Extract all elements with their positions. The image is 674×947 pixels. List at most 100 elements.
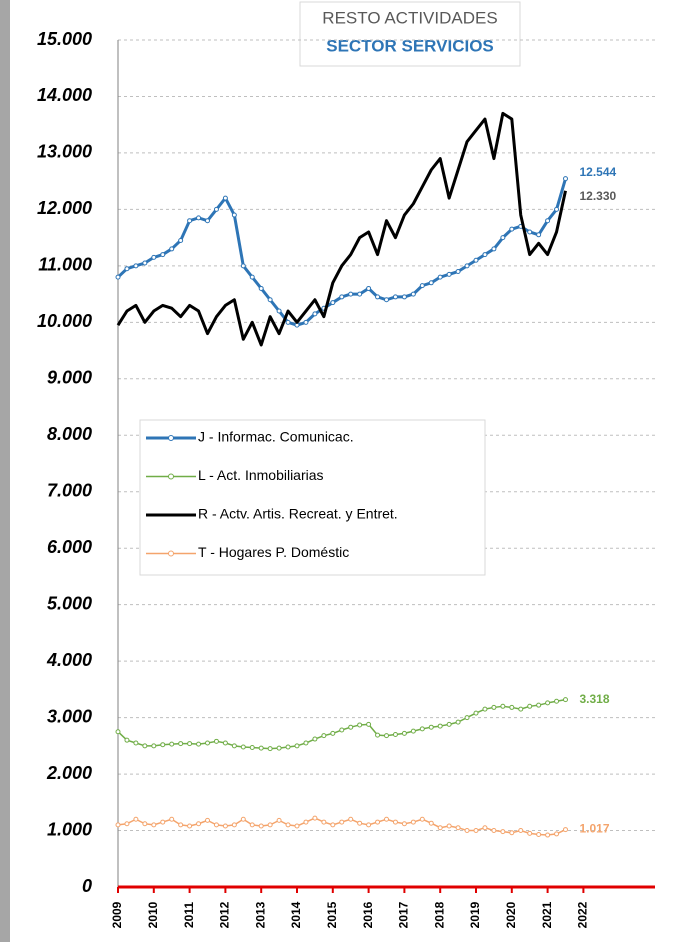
point <box>258 745 264 751</box>
point <box>240 744 246 750</box>
point <box>357 291 363 297</box>
point <box>249 745 255 751</box>
point <box>455 825 461 831</box>
y-tick-label: 5.000 <box>47 593 92 613</box>
point <box>339 727 345 733</box>
point <box>527 703 533 709</box>
point <box>321 733 327 739</box>
x-tick-label: 2011 <box>182 902 196 928</box>
point <box>527 830 533 836</box>
point <box>294 823 300 829</box>
point <box>196 741 202 747</box>
point <box>213 738 219 744</box>
point <box>222 740 228 746</box>
point <box>231 212 237 218</box>
y-tick-label: 14.000 <box>37 85 92 105</box>
point <box>178 237 184 243</box>
point <box>545 700 551 706</box>
point <box>249 822 255 828</box>
point <box>419 726 425 732</box>
point <box>536 232 542 238</box>
point <box>285 744 291 750</box>
legend-marker <box>168 550 174 557</box>
point <box>187 218 193 224</box>
point <box>366 822 372 828</box>
point <box>384 297 389 303</box>
point <box>213 206 219 212</box>
point <box>222 195 228 201</box>
point <box>187 823 193 829</box>
point <box>536 702 542 708</box>
point <box>339 819 345 825</box>
value-label: 3.318 <box>580 692 610 706</box>
x-tick-label: 2019 <box>468 901 482 928</box>
y-tick-label: 12.000 <box>37 198 92 218</box>
side-bar <box>0 0 10 942</box>
point <box>482 706 488 712</box>
legend-marker <box>168 473 174 480</box>
point <box>366 285 372 291</box>
point <box>554 206 560 212</box>
value-label: 1.017 <box>580 822 610 836</box>
y-tick-label: 13.000 <box>37 142 92 162</box>
point <box>178 822 184 828</box>
y-tick-label: 11.000 <box>38 255 92 275</box>
point <box>473 710 479 716</box>
point <box>500 829 506 835</box>
point <box>258 823 264 829</box>
point <box>240 263 246 269</box>
legend-label: T - Hogares P. Doméstic <box>198 544 349 560</box>
point <box>509 704 515 710</box>
point <box>231 822 237 828</box>
y-tick-label: 2.000 <box>46 763 92 783</box>
point <box>491 246 497 252</box>
point <box>563 176 568 182</box>
point <box>428 820 434 826</box>
chart-title: RESTO ACTIVIDADES <box>322 8 497 27</box>
y-tick-label: 15.000 <box>37 29 92 49</box>
point <box>500 703 506 709</box>
point <box>518 828 524 834</box>
point <box>357 820 363 826</box>
point <box>303 819 309 825</box>
legend-label: L - Act. Inmobiliarias <box>198 467 324 483</box>
y-tick-label: 7.000 <box>47 480 92 500</box>
y-tick-label: 1.000 <box>47 819 92 839</box>
point <box>545 218 551 224</box>
point <box>142 743 148 749</box>
point <box>437 274 443 280</box>
legend-label: J - Informac. Comunicac. <box>198 429 354 445</box>
point <box>509 830 515 836</box>
x-tick-label: 2020 <box>504 901 518 928</box>
point <box>133 263 139 269</box>
point <box>196 215 202 221</box>
point <box>330 822 336 828</box>
point <box>169 741 175 747</box>
point <box>330 730 336 736</box>
point <box>312 736 318 742</box>
point <box>437 825 443 831</box>
y-tick-label: 0 <box>82 876 92 896</box>
point <box>464 828 470 834</box>
point <box>115 822 121 828</box>
point <box>375 819 381 825</box>
point <box>240 816 246 822</box>
point <box>285 822 291 828</box>
point <box>419 816 425 822</box>
point <box>267 297 273 303</box>
point <box>151 822 157 828</box>
point <box>178 741 184 747</box>
point <box>321 819 327 825</box>
point <box>509 226 515 232</box>
point <box>392 819 398 825</box>
series-line <box>116 178 567 327</box>
point <box>330 300 336 306</box>
x-tick-label: 2018 <box>432 901 446 928</box>
point <box>205 740 210 746</box>
legend-label: R - Actv. Artis. Recreat. y Entret. <box>198 506 398 522</box>
point <box>446 271 452 277</box>
point <box>392 732 398 738</box>
x-tick-label: 2012 <box>218 901 232 928</box>
